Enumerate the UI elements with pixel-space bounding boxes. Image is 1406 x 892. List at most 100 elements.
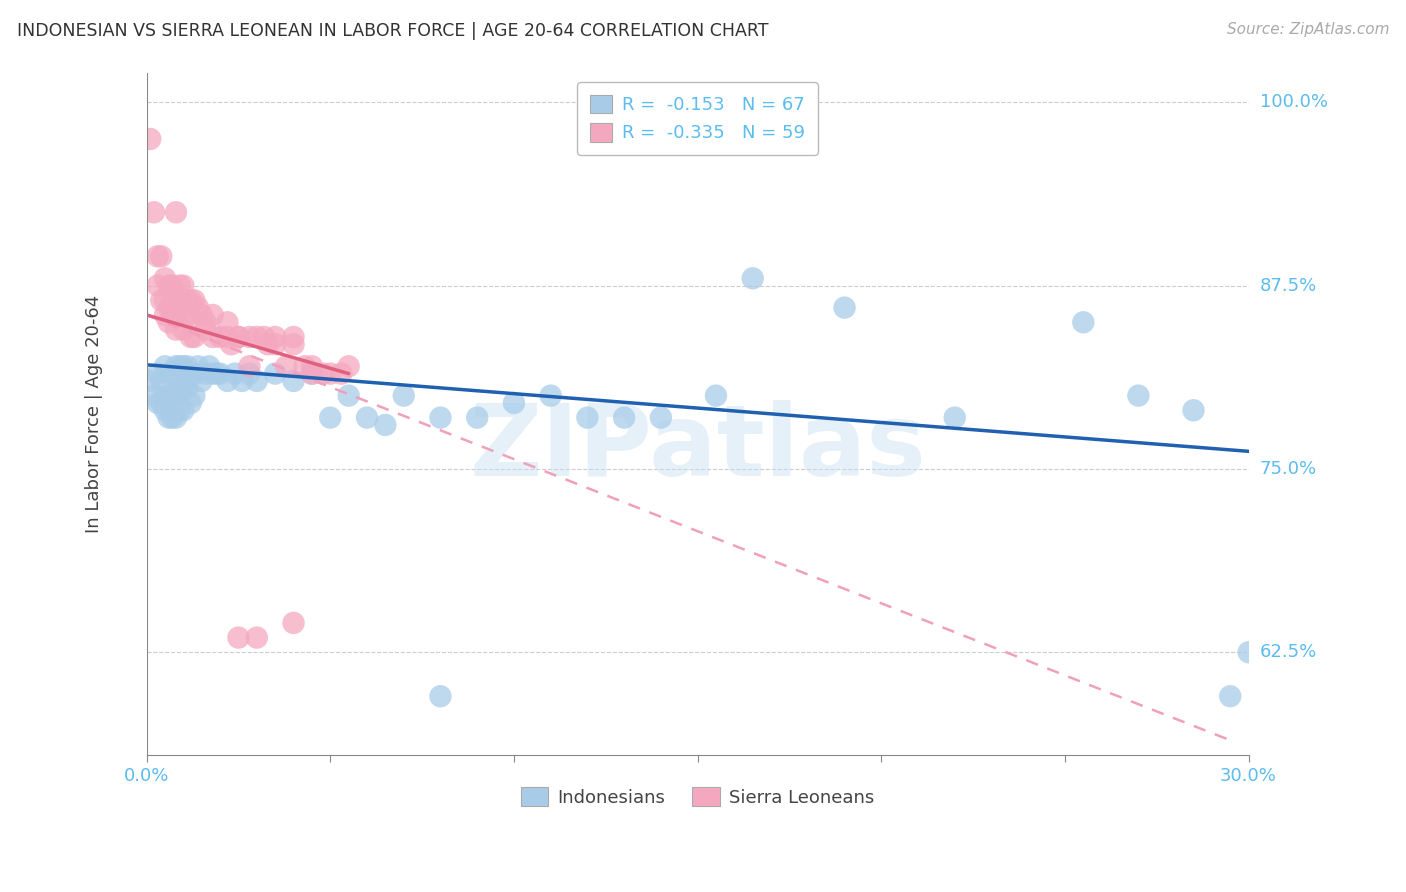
- Text: Source: ZipAtlas.com: Source: ZipAtlas.com: [1226, 22, 1389, 37]
- Point: [139, 132, 162, 146]
- Point: [176, 381, 198, 395]
- Point: [172, 381, 194, 395]
- Point: [153, 403, 176, 417]
- Point: [176, 359, 198, 374]
- Point: [146, 367, 169, 381]
- Point: [176, 293, 198, 308]
- Text: INDONESIAN VS SIERRA LEONEAN IN LABOR FORCE | AGE 20-64 CORRELATION CHART: INDONESIAN VS SIERRA LEONEAN IN LABOR FO…: [17, 22, 768, 40]
- Point: [180, 330, 202, 344]
- Point: [540, 389, 562, 403]
- Text: 62.5%: 62.5%: [1260, 643, 1317, 661]
- Point: [153, 308, 176, 322]
- Point: [503, 396, 526, 410]
- Point: [183, 330, 205, 344]
- Point: [1128, 389, 1150, 403]
- Point: [1237, 645, 1260, 659]
- Point: [224, 367, 246, 381]
- Point: [157, 367, 180, 381]
- Point: [165, 205, 187, 219]
- Point: [172, 323, 194, 337]
- Point: [217, 374, 239, 388]
- Point: [157, 315, 180, 329]
- Point: [256, 337, 278, 351]
- Point: [169, 359, 191, 374]
- Point: [194, 323, 217, 337]
- Point: [301, 367, 323, 381]
- Point: [153, 389, 176, 403]
- Point: [650, 410, 672, 425]
- Point: [169, 381, 191, 395]
- Point: [153, 359, 176, 374]
- Point: [150, 249, 173, 263]
- Point: [330, 367, 353, 381]
- Point: [253, 330, 276, 344]
- Point: [1071, 315, 1094, 329]
- Point: [146, 278, 169, 293]
- Point: [172, 359, 194, 374]
- Point: [238, 359, 260, 374]
- Point: [153, 293, 176, 308]
- Point: [153, 271, 176, 285]
- Point: [1219, 690, 1241, 704]
- Point: [1182, 403, 1205, 417]
- Point: [231, 374, 253, 388]
- Point: [238, 330, 260, 344]
- Point: [169, 293, 191, 308]
- Point: [283, 374, 305, 388]
- Point: [276, 359, 298, 374]
- Point: [150, 374, 173, 388]
- Point: [172, 301, 194, 315]
- Point: [283, 337, 305, 351]
- Point: [194, 367, 217, 381]
- Text: In Labor Force | Age 20-64: In Labor Force | Age 20-64: [84, 295, 103, 533]
- Point: [183, 389, 205, 403]
- Point: [356, 410, 378, 425]
- Point: [312, 367, 335, 381]
- Text: 100.0%: 100.0%: [1260, 94, 1327, 112]
- Point: [228, 631, 250, 645]
- Point: [194, 315, 217, 329]
- Point: [205, 367, 228, 381]
- Point: [217, 330, 239, 344]
- Point: [172, 403, 194, 417]
- Point: [392, 389, 415, 403]
- Legend: Indonesians, Sierra Leoneans: Indonesians, Sierra Leoneans: [515, 780, 882, 814]
- Point: [319, 410, 342, 425]
- Point: [165, 359, 187, 374]
- Point: [246, 374, 269, 388]
- Point: [294, 359, 316, 374]
- Point: [180, 396, 202, 410]
- Point: [209, 367, 232, 381]
- Point: [741, 271, 763, 285]
- Point: [704, 389, 727, 403]
- Point: [157, 389, 180, 403]
- Point: [180, 308, 202, 322]
- Point: [187, 359, 209, 374]
- Point: [157, 410, 180, 425]
- Point: [142, 205, 165, 219]
- Point: [576, 410, 599, 425]
- Point: [162, 367, 184, 381]
- Point: [150, 293, 173, 308]
- Point: [374, 417, 396, 432]
- Point: [176, 308, 198, 322]
- Point: [146, 249, 169, 263]
- Point: [283, 615, 305, 630]
- Point: [319, 367, 342, 381]
- Point: [162, 278, 184, 293]
- Point: [180, 367, 202, 381]
- Point: [165, 389, 187, 403]
- Point: [187, 301, 209, 315]
- Point: [162, 410, 184, 425]
- Point: [172, 278, 194, 293]
- Point: [162, 389, 184, 403]
- Point: [301, 367, 323, 381]
- Point: [180, 293, 202, 308]
- Point: [165, 323, 187, 337]
- Point: [264, 337, 287, 351]
- Point: [150, 396, 173, 410]
- Point: [165, 410, 187, 425]
- Point: [190, 308, 212, 322]
- Point: [283, 330, 305, 344]
- Point: [337, 389, 360, 403]
